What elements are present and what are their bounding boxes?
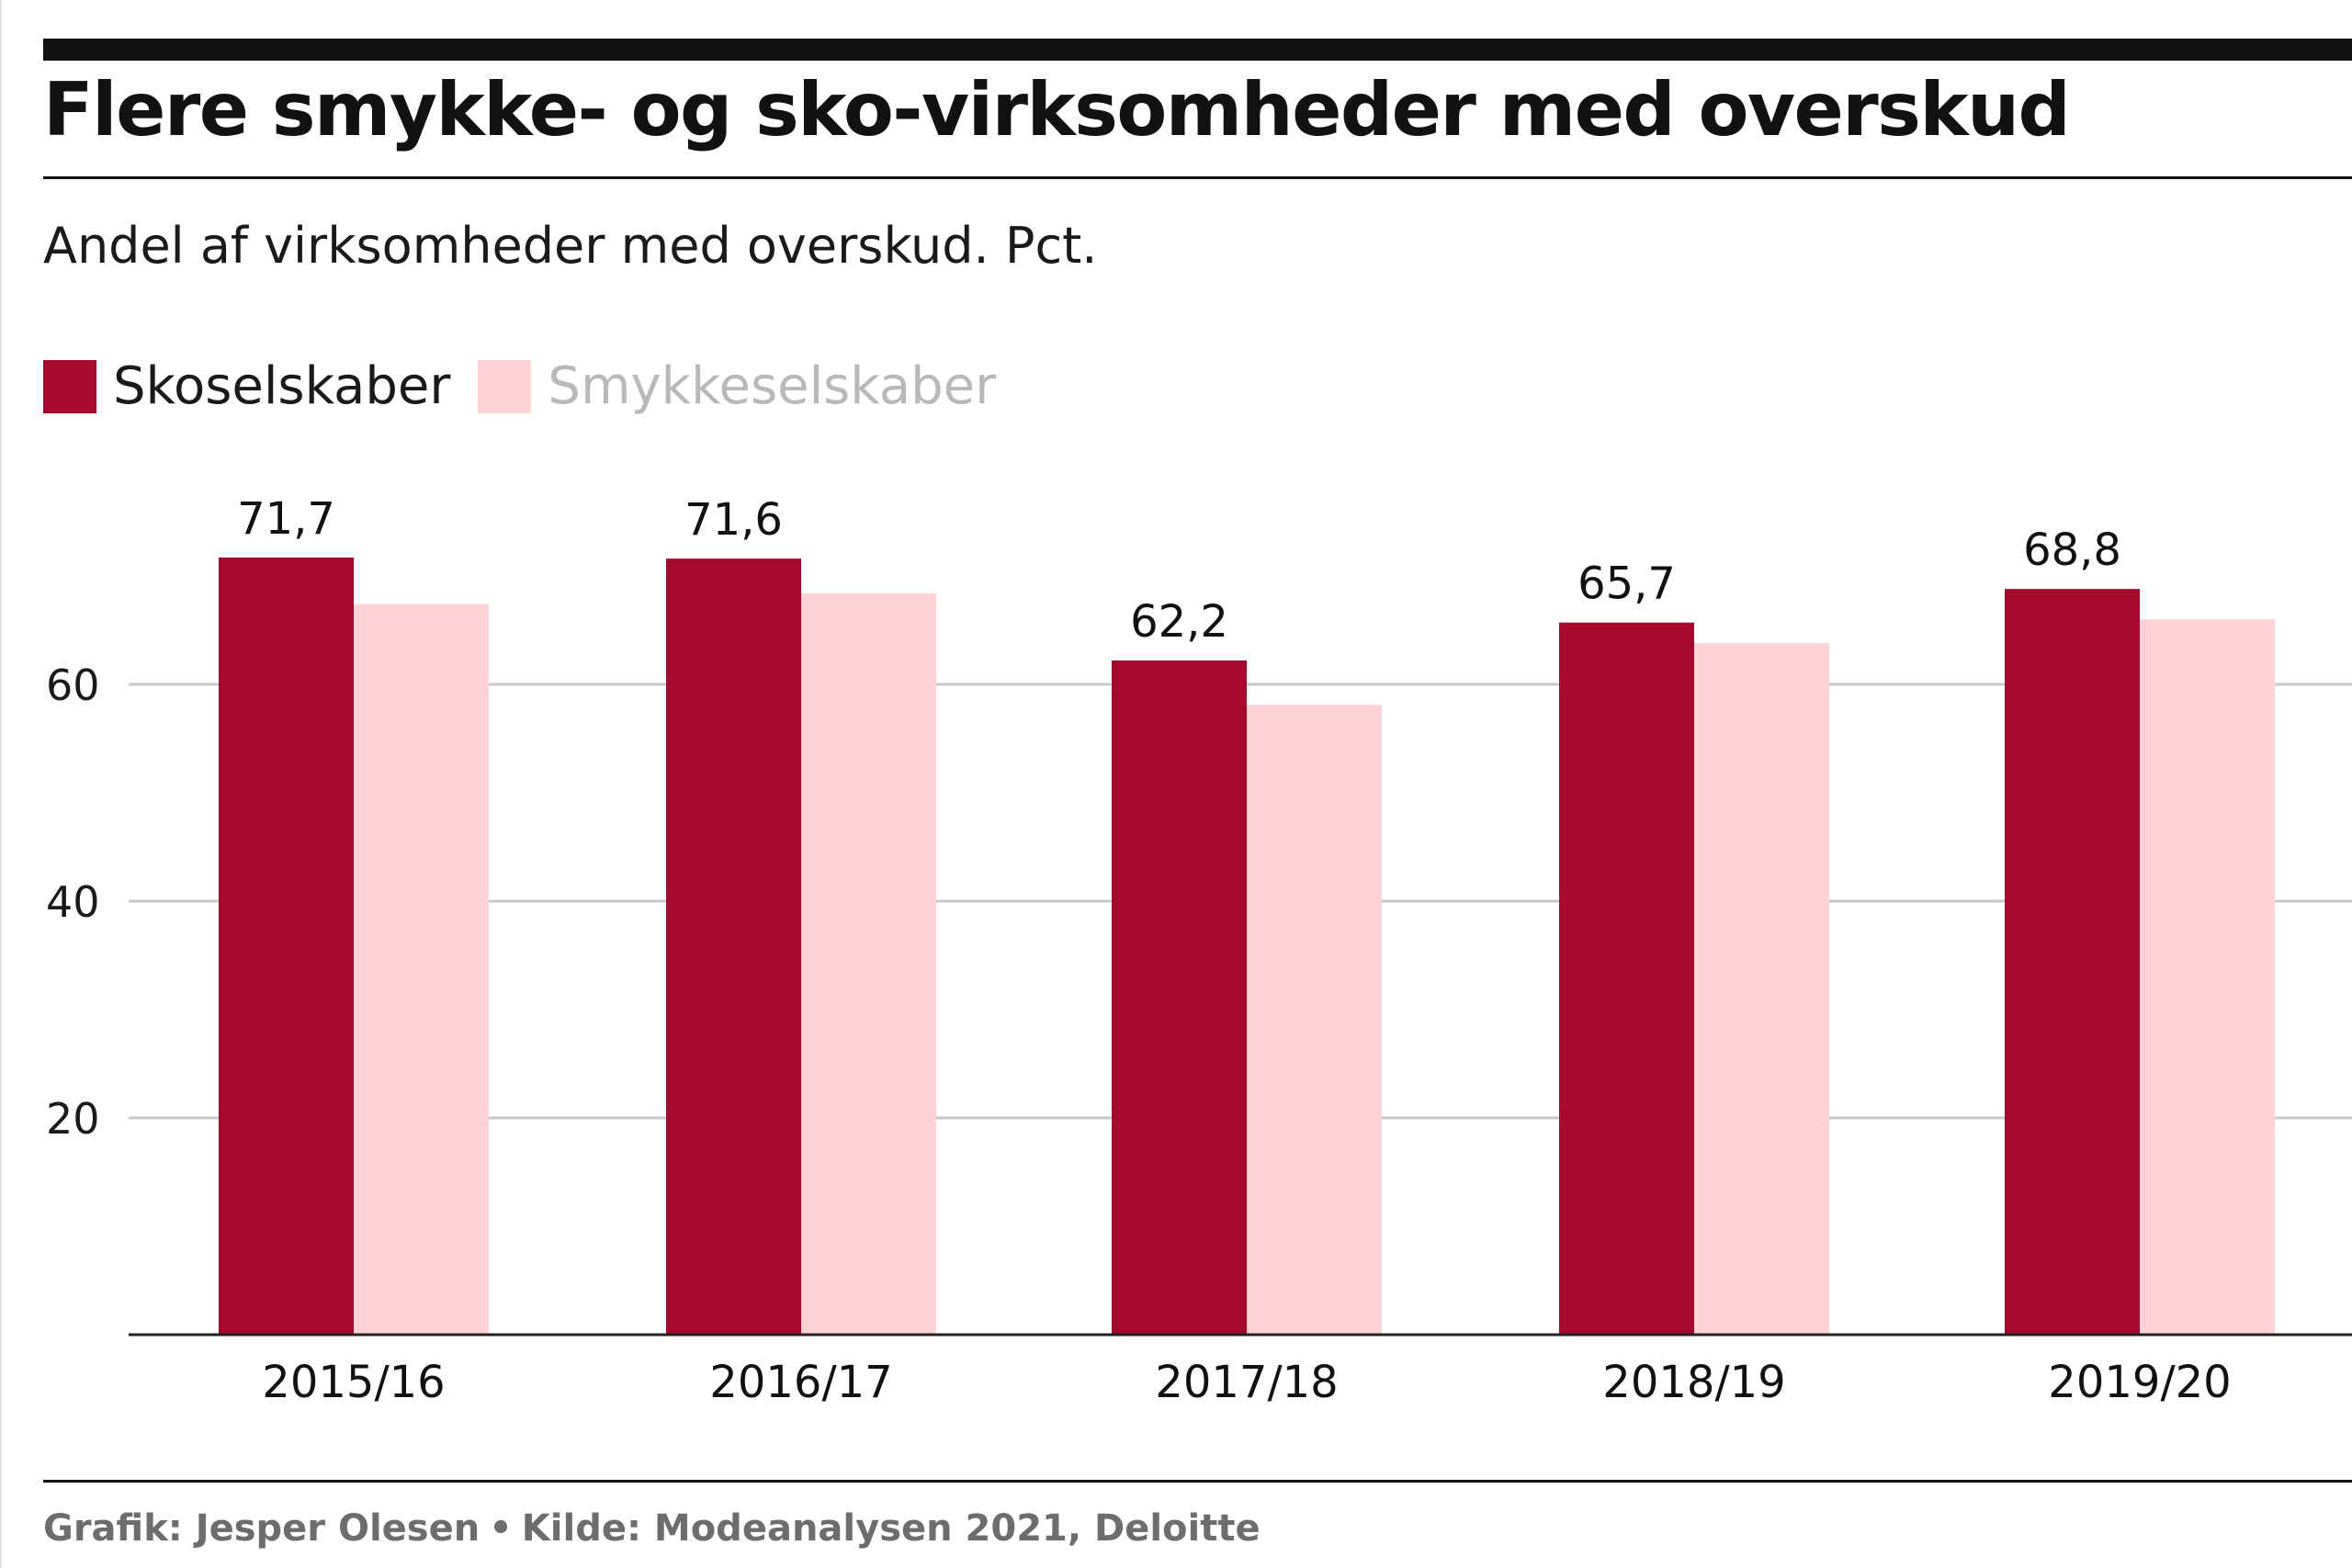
header-bar — [43, 39, 2352, 61]
bar-smykkeselskaber-2019-20 — [2140, 619, 2275, 1335]
x-tick-label-2019-20: 2019/20 — [2048, 1357, 2231, 1408]
chart-title: Flere smykke- og sko-virksomheder med ov… — [43, 67, 2071, 152]
bar-smykkeselskaber-2015-16 — [354, 604, 489, 1335]
legend-label-smykkeselskaber: Smykkeselskaber — [548, 356, 997, 416]
x-tick-label-2017-18: 2017/18 — [1155, 1357, 1338, 1408]
legend-label-skoselskaber: Skoselskaber — [113, 356, 451, 416]
footer-source: Kilde: Modeanalysen 2021, Deloitte — [521, 1507, 1261, 1550]
bar-skoselskaber-2016-17 — [666, 558, 801, 1335]
footer-credits: Grafik: Jesper Olesen • Kilde: Modeanalyse… — [43, 1510, 1261, 1547]
data-label-skoselskaber-2015-16: 71,7 — [237, 493, 335, 545]
data-label-skoselskaber-2019-20: 68,8 — [2023, 525, 2121, 576]
bar-skoselskaber-2017-18 — [1112, 660, 1247, 1335]
x-tick-label-2015-16: 2015/16 — [262, 1357, 445, 1408]
bar-smykkeselskaber-2018-19 — [1694, 643, 1829, 1335]
bar-smykkeselskaber-2017-18 — [1247, 705, 1382, 1335]
x-tick-label-2018-19: 2018/19 — [1602, 1357, 1785, 1408]
title-divider — [43, 176, 2352, 179]
bar-smykkeselskaber-2016-17 — [801, 592, 936, 1335]
footer-separator: • — [489, 1507, 513, 1550]
left-edge-rule — [0, 0, 2, 1568]
data-label-skoselskaber-2018-19: 65,7 — [1577, 558, 1676, 610]
bar-skoselskaber-2018-19 — [1559, 622, 1694, 1335]
footer-divider — [43, 1480, 2352, 1483]
y-tick-label-60: 60 — [46, 660, 100, 710]
x-tick-label-2016-17: 2016/17 — [709, 1357, 892, 1408]
y-tick-label-40: 40 — [46, 877, 100, 927]
legend-swatch-smykkeselskaber — [478, 360, 532, 413]
data-label-skoselskaber-2017-18: 62,2 — [1130, 596, 1228, 648]
legend: Skoselskaber Smykkeselskaber — [43, 360, 1023, 413]
bar-chart: 20 40 60 71,7 2015/16 71,6 2016/17 62,2 2017/18 6… — [46, 493, 2352, 1408]
bar-skoselskaber-2015-16 — [219, 557, 354, 1335]
footer-credit: Grafik: Jesper Olesen — [43, 1507, 481, 1550]
legend-item-smykkeselskaber: Smykkeselskaber — [478, 360, 996, 413]
data-label-skoselskaber-2016-17: 71,6 — [684, 494, 783, 546]
legend-swatch-skoselskaber — [43, 360, 96, 413]
legend-item-skoselskaber: Skoselskaber — [43, 360, 450, 413]
chart-subtitle: Andel af virksomheder med overskud. Pct. — [43, 217, 1098, 275]
y-tick-label-20: 20 — [46, 1094, 100, 1144]
bar-skoselskaber-2019-20 — [2005, 589, 2140, 1335]
